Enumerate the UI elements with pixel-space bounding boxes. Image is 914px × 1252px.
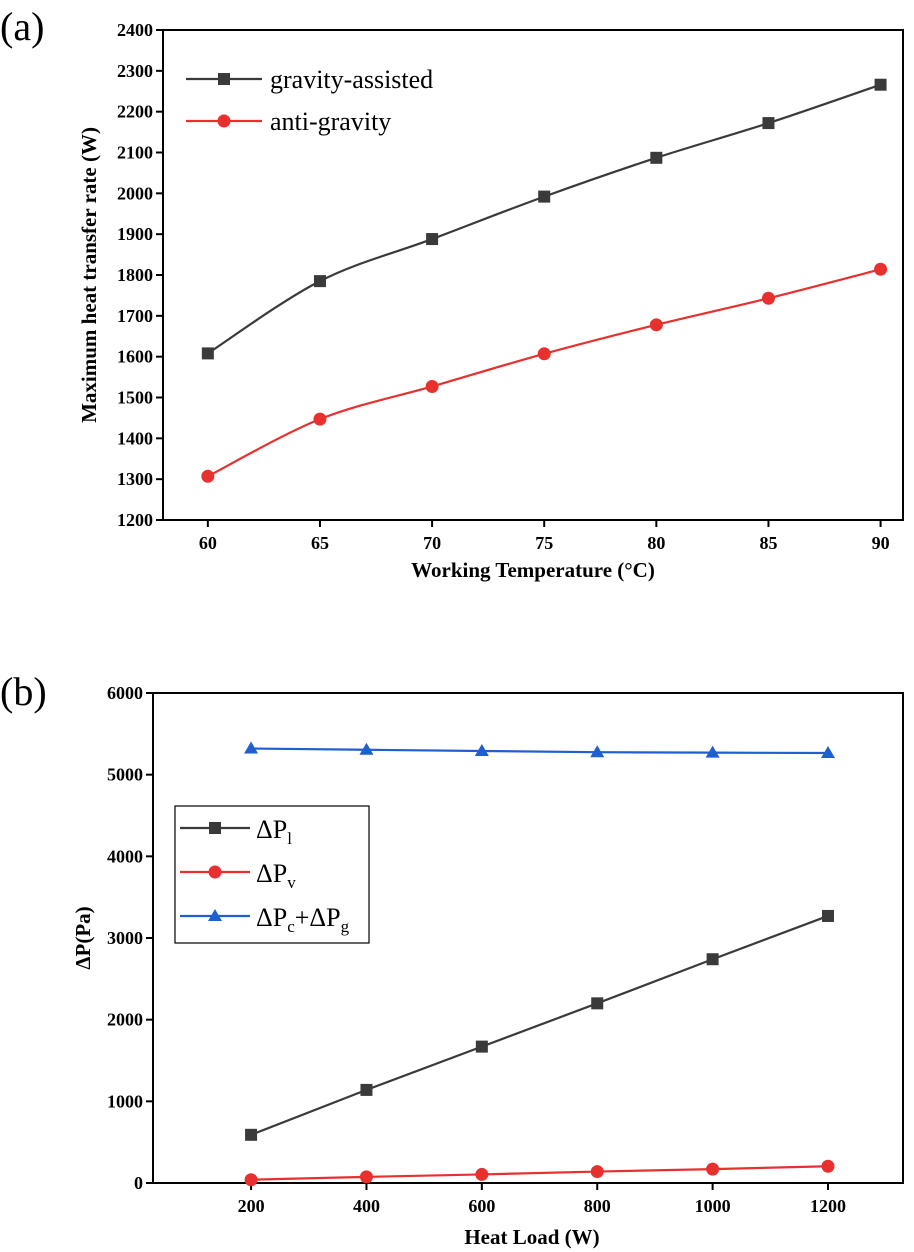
panel-b-y-tick-label: 6000 (107, 683, 143, 703)
panel-b-series (244, 741, 835, 1187)
panel-a-x-tick-label: 80 (647, 533, 665, 553)
legend-label-anti-gravity: anti-gravity (270, 107, 391, 136)
panel-b-series-0-point-0 (245, 1128, 258, 1141)
panel-a-y-tick-label: 1800 (117, 265, 153, 285)
legend-label-dpl: ΔPl (256, 815, 292, 848)
legend-marker-square-icon (218, 73, 230, 85)
panel-b-series-0-point-1 (360, 1083, 373, 1096)
panel-a-legend: gravity-assisted anti-gravity (186, 65, 433, 136)
panel-a-y-axis-title: Maximum heat transfer rate (W) (77, 127, 101, 423)
panel-b-y-axis-title: ΔP(Pa) (71, 906, 95, 969)
panel-a-series-0-point-1 (313, 275, 326, 288)
panel-a-series-0-point-2 (426, 233, 439, 246)
legend-marker-triangle-icon (208, 909, 222, 921)
panel-b-x-tick-label: 800 (584, 1196, 611, 1216)
panel-a-y-tick-label: 2200 (117, 102, 153, 122)
panel-b-y-tick-label: 5000 (107, 765, 143, 785)
panel-b-series-0-point-5 (822, 909, 834, 922)
panel-b-series-0-point-4 (706, 953, 719, 966)
panel-a-y-tick-label: 1600 (117, 347, 153, 367)
panel-b-series-line-1 (251, 1165, 829, 1181)
panel-a-y-tick-label: 2300 (117, 61, 153, 81)
panel-a-y-tick-label: 1900 (117, 224, 153, 244)
panel-a-series-1-point-0 (201, 469, 215, 483)
legend-marker-circle-icon (217, 114, 231, 128)
panel-a-series-1-point-4 (649, 318, 663, 332)
panel-a-y-tick-label: 1700 (117, 306, 153, 326)
panel-a-series-0-point-4 (650, 151, 663, 164)
panel-b-y-tick-label: 0 (134, 1173, 143, 1193)
panel-a-x-tick-label: 85 (759, 533, 777, 553)
panel-b-x-axis-title: Heat Load (W) (464, 1225, 599, 1249)
panel-b-x-axis: 200 400 600 800 1000 1200 (238, 1183, 846, 1216)
panel-b-series-0-point-2 (475, 1040, 488, 1053)
panel-b-series-1-point-3 (590, 1165, 604, 1179)
legend-label-gravity-assisted: gravity-assisted (270, 65, 433, 94)
panel-b-series-1-point-4 (706, 1162, 720, 1176)
panel-b: (b) 0 1000 2000 3000 4000 5000 6000 200 400 600 8… (0, 669, 904, 1249)
panel-a-y-axis: 1200 1300 1400 1500 1600 1700 1800 1900 2000 2100… (117, 20, 163, 530)
panel-a-series (201, 78, 888, 483)
panel-b-y-tick-label: 1000 (107, 1091, 143, 1111)
panel-b-x-tick-label: 1200 (810, 1196, 846, 1216)
panel-b-legend: ΔPl ΔPv ΔPc+ΔPg (174, 805, 370, 944)
panel-a-y-tick-label: 1500 (117, 388, 153, 408)
panel-b-y-tick-label: 4000 (107, 846, 143, 866)
panel-a-series-0-point-6 (874, 78, 887, 91)
panel-b-series-2-point-1 (359, 742, 374, 755)
panel-a-x-tick-label: 75 (535, 533, 553, 553)
panel-a-x-tick-label: 70 (423, 533, 441, 553)
panel-a-x-axis-title: Working Temperature (°C) (411, 558, 655, 582)
panel-b-series-0-point-3 (591, 997, 604, 1010)
panel-a-y-tick-label: 1400 (117, 428, 153, 448)
legend-marker-square-icon (209, 822, 221, 834)
panel-a-series-line-1 (207, 268, 881, 478)
legend-label-dpc-dpg: ΔPc+ΔPg (256, 903, 350, 936)
panel-b-series-1-point-0 (244, 1173, 258, 1187)
panel-b-series-line-2 (251, 747, 829, 755)
panel-b-y-tick-label: 3000 (107, 928, 143, 948)
panel-b-label: (b) (0, 669, 47, 714)
panel-a-x-axis: 60 65 70 75 80 85 90 (199, 520, 890, 553)
legend-marker-circle-icon (208, 865, 222, 879)
panel-a: (a) 1200 1300 1400 1500 1600 1700 1800 1900 2000… (0, 4, 904, 582)
panel-a-x-tick-label: 90 (872, 533, 890, 553)
panel-a-plot-frame (162, 29, 904, 521)
panel-a-series-1-point-3 (537, 347, 551, 361)
panel-a-series-1-point-5 (761, 291, 775, 305)
panel-b-series-2-point-2 (474, 743, 489, 756)
panel-a-series-1-point-2 (425, 379, 439, 393)
panel-b-series-1-point-5 (821, 1159, 835, 1173)
panel-b-y-axis: 0 1000 2000 3000 4000 5000 6000 (107, 683, 153, 1193)
panel-a-y-tick-label: 1200 (117, 510, 153, 530)
panel-b-series-line-0 (250, 914, 829, 1136)
panel-a-y-tick-label: 2400 (117, 20, 153, 40)
panel-b-series-2-point-0 (244, 741, 259, 754)
panel-b-y-tick-label: 2000 (107, 1010, 143, 1030)
legend-label-dpv: ΔPv (256, 859, 296, 892)
panel-b-x-tick-label: 1000 (695, 1196, 731, 1216)
panel-a-series-0-point-5 (762, 117, 775, 130)
panel-a-label: (a) (0, 4, 44, 49)
panel-a-x-tick-label: 60 (199, 533, 217, 553)
panel-a-y-tick-label: 1300 (117, 469, 153, 489)
panel-b-x-tick-label: 200 (238, 1196, 265, 1216)
panel-b-series-2-point-4 (705, 745, 720, 758)
panel-a-series-1-point-6 (874, 262, 888, 276)
panel-b-series-2-point-3 (590, 745, 605, 758)
panel-b-series-1-point-1 (359, 1170, 373, 1184)
panel-b-series-1-point-2 (475, 1167, 489, 1181)
panel-b-series-2-point-5 (821, 746, 835, 759)
panel-a-y-tick-label: 2000 (117, 183, 153, 203)
panel-a-x-tick-label: 65 (311, 533, 329, 553)
panel-a-series-0-point-0 (201, 347, 214, 360)
panel-b-x-tick-label: 400 (353, 1196, 380, 1216)
panel-a-y-tick-label: 2100 (117, 143, 153, 163)
panel-a-series-0-point-3 (538, 190, 551, 203)
panel-b-x-tick-label: 600 (468, 1196, 495, 1216)
panel-a-series-1-point-1 (313, 412, 327, 426)
